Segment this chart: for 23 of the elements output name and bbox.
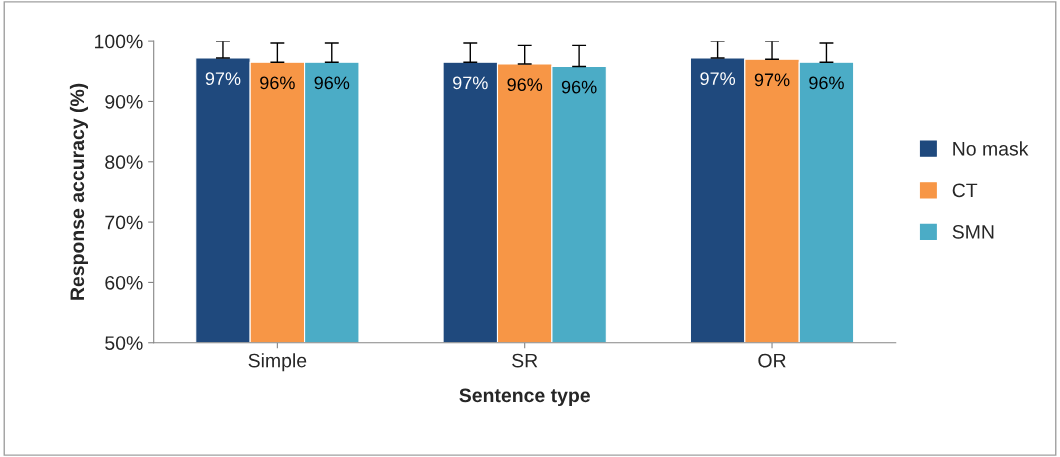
- data-label: 96%: [561, 80, 597, 94]
- data-label: 97%: [754, 73, 790, 87]
- y-tick-label: 60%: [105, 275, 143, 290]
- x-tick-label: Simple: [248, 353, 307, 372]
- y-tick-label: 90%: [105, 94, 143, 109]
- y-axis-title: Response accuracy (%): [69, 83, 88, 300]
- data-label: 96%: [260, 76, 295, 90]
- data-label: 97%: [453, 76, 488, 90]
- legend-label: CT: [952, 183, 978, 198]
- x-tick-label: SR: [512, 353, 538, 368]
- x-tick-label: OR: [758, 353, 786, 368]
- y-tick-label: 70%: [105, 215, 143, 230]
- y-tick-label: 100%: [95, 34, 143, 49]
- legend-label: SMN: [952, 225, 994, 239]
- legend-label: No mask: [953, 141, 1029, 156]
- y-tick-label: 50%: [105, 336, 143, 350]
- data-label: 97%: [205, 72, 241, 86]
- data-label: 96%: [507, 78, 543, 92]
- y-tick-label: 80%: [105, 155, 143, 170]
- data-label: 97%: [700, 72, 736, 86]
- data-label: 96%: [314, 76, 350, 90]
- x-axis-title: Sentence type: [459, 388, 590, 407]
- data-label: 96%: [809, 76, 844, 90]
